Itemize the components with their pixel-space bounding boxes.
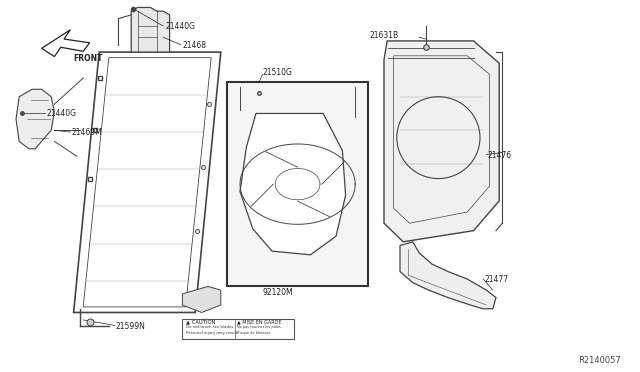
Bar: [227, 82, 368, 286]
Polygon shape: [182, 286, 221, 312]
Text: 21440G: 21440G: [46, 109, 76, 118]
Text: 21468: 21468: [182, 41, 206, 50]
Text: 21599N: 21599N: [115, 322, 145, 331]
Polygon shape: [384, 41, 499, 242]
Text: FRONT: FRONT: [74, 54, 103, 63]
Text: 21631B: 21631B: [370, 31, 399, 40]
Text: 21477: 21477: [484, 275, 509, 283]
Text: ▲ MISE EN GARDE: ▲ MISE EN GARDE: [237, 320, 282, 324]
Text: 21469M: 21469M: [72, 128, 102, 137]
Text: 21476: 21476: [488, 151, 512, 160]
Polygon shape: [42, 30, 90, 57]
Text: 92120M: 92120M: [262, 288, 293, 296]
Polygon shape: [131, 7, 170, 52]
Polygon shape: [400, 242, 496, 309]
Text: Personal injury may result.: Personal injury may result.: [186, 331, 238, 335]
Text: Do not touch fan blades.: Do not touch fan blades.: [186, 326, 234, 329]
Polygon shape: [16, 89, 54, 149]
Text: ▲ CAUTION: ▲ CAUTION: [186, 320, 215, 324]
Text: Ne pas toucher les pales.: Ne pas toucher les pales.: [237, 326, 282, 329]
Bar: [182, 319, 294, 339]
Text: 21510G: 21510G: [262, 68, 292, 77]
Text: Risque de blessure.: Risque de blessure.: [237, 331, 272, 335]
Text: R2140057: R2140057: [578, 356, 621, 365]
Polygon shape: [240, 113, 346, 255]
Text: 21440G: 21440G: [165, 22, 195, 31]
